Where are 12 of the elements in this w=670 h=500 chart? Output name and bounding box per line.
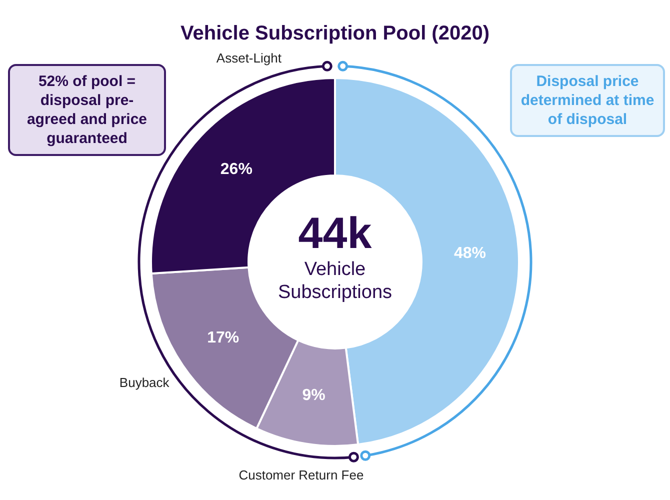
slice-label: Buyback (119, 374, 170, 390)
text: Vehicle Subscriptions (276, 258, 394, 304)
chart-title: Vehicle Subscription Pool (2020) (180, 22, 490, 45)
data-label: 17% (207, 329, 240, 346)
text: 44k (297, 209, 373, 258)
data-label: 26% (220, 160, 252, 178)
data-label: 9% (302, 386, 326, 404)
slice-label: Asset-Light (216, 50, 282, 66)
slice-label: Customer Return Fee (238, 468, 364, 483)
data-label: 48% (454, 244, 486, 262)
text: Disposal price determined at time of disposal (510, 64, 665, 137)
text: 52% of pool = disposal pre-agreed and price guaranteed (8, 64, 166, 156)
